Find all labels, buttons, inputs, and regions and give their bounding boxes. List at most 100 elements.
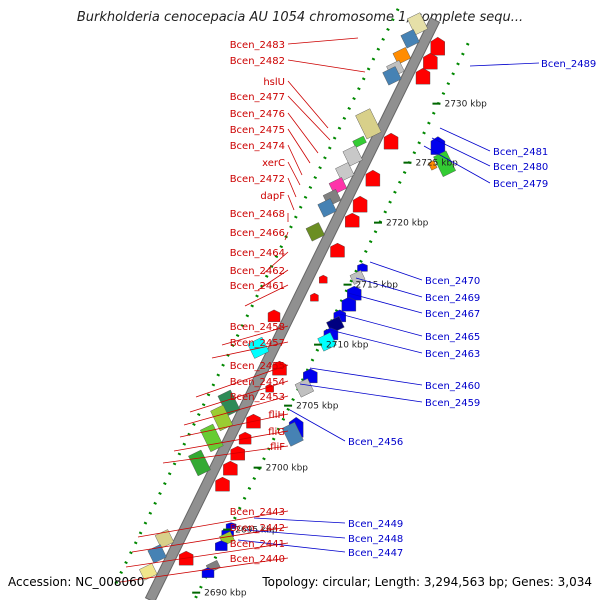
feature-arrow-6 <box>415 67 431 85</box>
left-gene-label-0: Bcen_2483 <box>230 40 285 51</box>
left-leader-15 <box>221 325 289 346</box>
feature-arrow-23 <box>267 309 281 323</box>
right-gene-label-3: Bcen_2479 <box>493 179 548 190</box>
left-gene-label-22: fliF <box>270 442 285 453</box>
right-leader-0 <box>469 62 540 67</box>
right-leader-2 <box>431 137 491 167</box>
feature-arrow-20 <box>330 242 345 258</box>
feature-block-10 <box>352 135 367 148</box>
left-gene-label-11: Bcen_2466 <box>230 228 285 239</box>
left-gene-label-25: Bcen_2441 <box>230 539 285 550</box>
left-gene-label-5: Bcen_2475 <box>230 125 285 136</box>
right-gene-label-11: Bcen_2456 <box>348 437 403 448</box>
right-leader-11 <box>289 409 346 442</box>
left-leader-21 <box>173 430 289 452</box>
tick-label-3: 2715 kbp <box>356 281 399 291</box>
feature-block-37 <box>147 544 167 564</box>
right-leader-10 <box>299 383 423 403</box>
left-gene-label-14: Bcen_2461 <box>230 281 285 292</box>
left-gene-label-4: Bcen_2476 <box>230 109 285 120</box>
left-leader-6 <box>287 144 303 176</box>
feature-block-13 <box>335 162 355 182</box>
feature-block-24 <box>247 336 270 359</box>
feature-block-11 <box>342 145 363 167</box>
left-gene-label-23: Bcen_2443 <box>230 507 285 518</box>
left-gene-label-15: Bcen_2458 <box>230 322 285 333</box>
feature-arrow-35 <box>215 476 230 492</box>
left-gene-label-18: Bcen_2454 <box>230 377 285 388</box>
feature-block-36 <box>154 529 175 549</box>
left-gene-label-8: Bcen_2472 <box>230 174 285 185</box>
left-gene-label-19: Bcen_2453 <box>230 392 285 403</box>
left-leader-9 <box>287 194 295 211</box>
left-gene-label-20: fliH <box>268 410 285 421</box>
right-gene-label-0: Bcen_2489 <box>541 59 596 70</box>
right-leader-12 <box>253 517 346 524</box>
right-leader-14 <box>237 539 346 553</box>
feature-arrow-7 <box>423 52 438 70</box>
feature-arrow-40 <box>430 136 446 155</box>
tick-label-1: 2725 kbp <box>415 159 458 169</box>
right-leader-9 <box>309 367 423 386</box>
feature-block-29 <box>199 423 224 453</box>
left-leader-17 <box>195 364 289 398</box>
feature-arrow-21 <box>319 274 328 284</box>
summary-text: Topology: circular; Length: 3,294,563 bp… <box>262 575 592 589</box>
tick-label-5: 2705 kbp <box>296 402 339 412</box>
right-gene-label-9: Bcen_2460 <box>425 381 480 392</box>
left-leader-7 <box>287 161 301 186</box>
left-leader-12 <box>262 251 289 275</box>
left-gene-label-6: Bcen_2474 <box>230 141 285 152</box>
left-gene-label-9: dapF <box>260 191 285 202</box>
right-leader-3 <box>423 145 491 184</box>
feature-arrow-18 <box>345 212 360 228</box>
left-leader-4 <box>287 112 319 154</box>
right-gene-label-2: Bcen_2480 <box>493 162 548 173</box>
left-leader-2 <box>287 80 329 129</box>
right-leader-7 <box>339 313 423 337</box>
left-leader-0 <box>287 37 359 45</box>
tick-label-2: 2720 kbp <box>386 219 429 229</box>
backbone-band <box>144 17 441 600</box>
right-leader-4 <box>369 261 423 281</box>
right-gene-label-13: Bcen_2448 <box>348 534 403 545</box>
right-gene-label-6: Bcen_2467 <box>425 309 480 320</box>
feature-arrow-2 <box>430 36 445 56</box>
right-gene-label-4: Bcen_2470 <box>425 276 480 287</box>
feature-arrow-12 <box>365 169 381 187</box>
right-gene-label-8: Bcen_2463 <box>425 349 480 360</box>
left-leader-16 <box>211 341 289 359</box>
left-leader-25 <box>125 542 289 568</box>
feature-block-14 <box>328 177 348 195</box>
left-gene-label-2: hslU <box>263 77 285 88</box>
right-gene-label-10: Bcen_2459 <box>425 398 480 409</box>
left-leader-26 <box>119 557 289 583</box>
feature-arrow-45 <box>347 285 362 301</box>
feature-block-0 <box>407 12 429 36</box>
feature-track <box>139 12 456 581</box>
right-leader-1 <box>439 127 491 152</box>
feature-arrow-58 <box>215 540 228 551</box>
left-gene-label-12: Bcen_2464 <box>230 248 285 259</box>
left-gene-label-3: Bcen_2477 <box>230 92 285 103</box>
feature-arrow-55 <box>225 522 237 529</box>
left-leader-19 <box>183 395 289 426</box>
right-gene-label-12: Bcen_2449 <box>348 519 403 530</box>
feature-arrow-22 <box>310 292 319 302</box>
left-leader-13 <box>257 269 289 291</box>
left-leader-8 <box>287 177 297 198</box>
feature-block-16 <box>317 198 337 218</box>
right-gene-label-1: Bcen_2481 <box>493 147 548 158</box>
right-leader-6 <box>347 292 423 314</box>
tick-label-4: 2710 kbp <box>326 341 369 351</box>
left-leader-14 <box>244 284 289 307</box>
feature-arrow-17 <box>352 195 368 213</box>
feature-block-5 <box>382 66 402 86</box>
left-leader-11 <box>284 231 289 241</box>
left-leader-22 <box>162 445 289 464</box>
left-gene-label-1: Bcen_2482 <box>230 56 285 67</box>
backbone <box>144 17 441 600</box>
feature-block-30 <box>188 449 211 477</box>
tick-label-6: 2700 kbp <box>266 464 309 474</box>
